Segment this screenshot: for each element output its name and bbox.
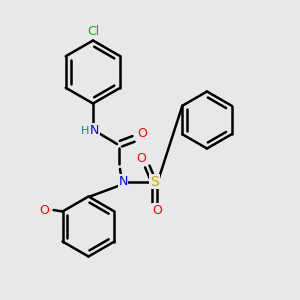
- Text: O: O: [136, 152, 146, 165]
- Text: S: S: [150, 175, 159, 188]
- Text: O: O: [137, 127, 147, 140]
- Text: N: N: [118, 175, 128, 188]
- Text: O: O: [40, 203, 50, 217]
- Text: O: O: [153, 204, 162, 217]
- Text: H: H: [81, 125, 90, 136]
- Text: N: N: [90, 124, 99, 137]
- Text: Cl: Cl: [87, 25, 99, 38]
